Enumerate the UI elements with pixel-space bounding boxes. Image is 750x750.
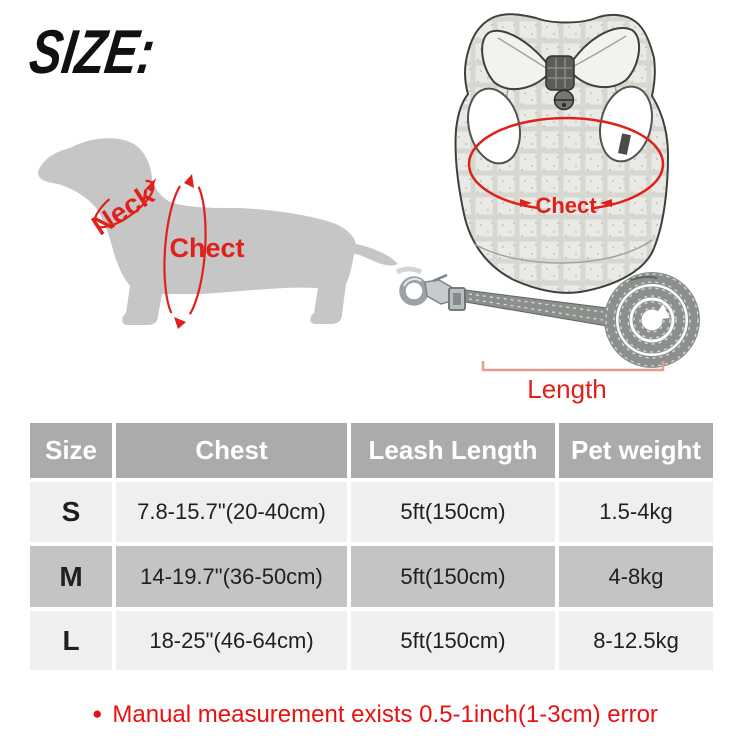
measurement-note: ● Manual measurement exists 0.5-1inch(1-3…	[0, 697, 750, 732]
length-bracket	[481, 361, 665, 372]
bow-icon	[481, 27, 641, 91]
chest-cell-s: 7.8-15.7"(20-40cm)	[116, 482, 347, 542]
dog-silhouette	[38, 138, 398, 325]
note-text: Manual measurement exists 0.5-1inch(1-3c…	[112, 701, 658, 728]
leash-strap	[464, 289, 608, 327]
note-bullet-icon: ●	[92, 704, 103, 723]
leash-coil	[604, 272, 700, 368]
size-cell-s: S	[30, 482, 112, 542]
leash-illustration: Length	[395, 266, 700, 404]
weight-cell-s: 1.5-4kg	[559, 482, 713, 542]
table-header-pet-weight: Pet weight	[559, 423, 713, 478]
harness-illustration: Chect	[454, 13, 670, 294]
page-title: SIZE:	[25, 18, 159, 87]
dog-measurement-diagram: Neck Chect	[38, 138, 398, 329]
table-header-leash-length: Leash Length	[351, 423, 555, 478]
table-header-size: Size	[30, 423, 112, 478]
leash-cell-s: 5ft(150cm)	[351, 482, 555, 542]
table-header-chest: Chest	[116, 423, 347, 478]
dog-chest-label: Chect	[169, 233, 244, 263]
size-cell-m: M	[30, 546, 112, 607]
bell-icon	[553, 89, 575, 111]
length-label: Length	[527, 374, 607, 404]
chest-cell-l: 18-25"(46-64cm)	[116, 611, 347, 670]
harness-chest-measure-ellipse	[467, 116, 665, 212]
weight-cell-l: 8-12.5kg	[559, 611, 713, 670]
side-buckle	[618, 133, 631, 155]
neck-measure-ellipse	[93, 178, 156, 229]
leash-cell-m: 5ft(150cm)	[351, 546, 555, 607]
right-armhole	[599, 85, 653, 163]
weight-cell-m: 4-8kg	[559, 546, 713, 607]
leash-cell-l: 5ft(150cm)	[351, 611, 555, 670]
left-armhole	[467, 87, 521, 165]
dog-chest-measure-ellipse	[163, 174, 207, 329]
leash-clasp	[399, 273, 466, 311]
harness-chest-label: Chect	[535, 193, 597, 218]
chest-cell-m: 14-19.7"(36-50cm)	[116, 546, 347, 607]
size-cell-l: L	[30, 611, 112, 670]
size-table: Size Chest Leash Length Pet weight S 7.8…	[30, 423, 713, 670]
